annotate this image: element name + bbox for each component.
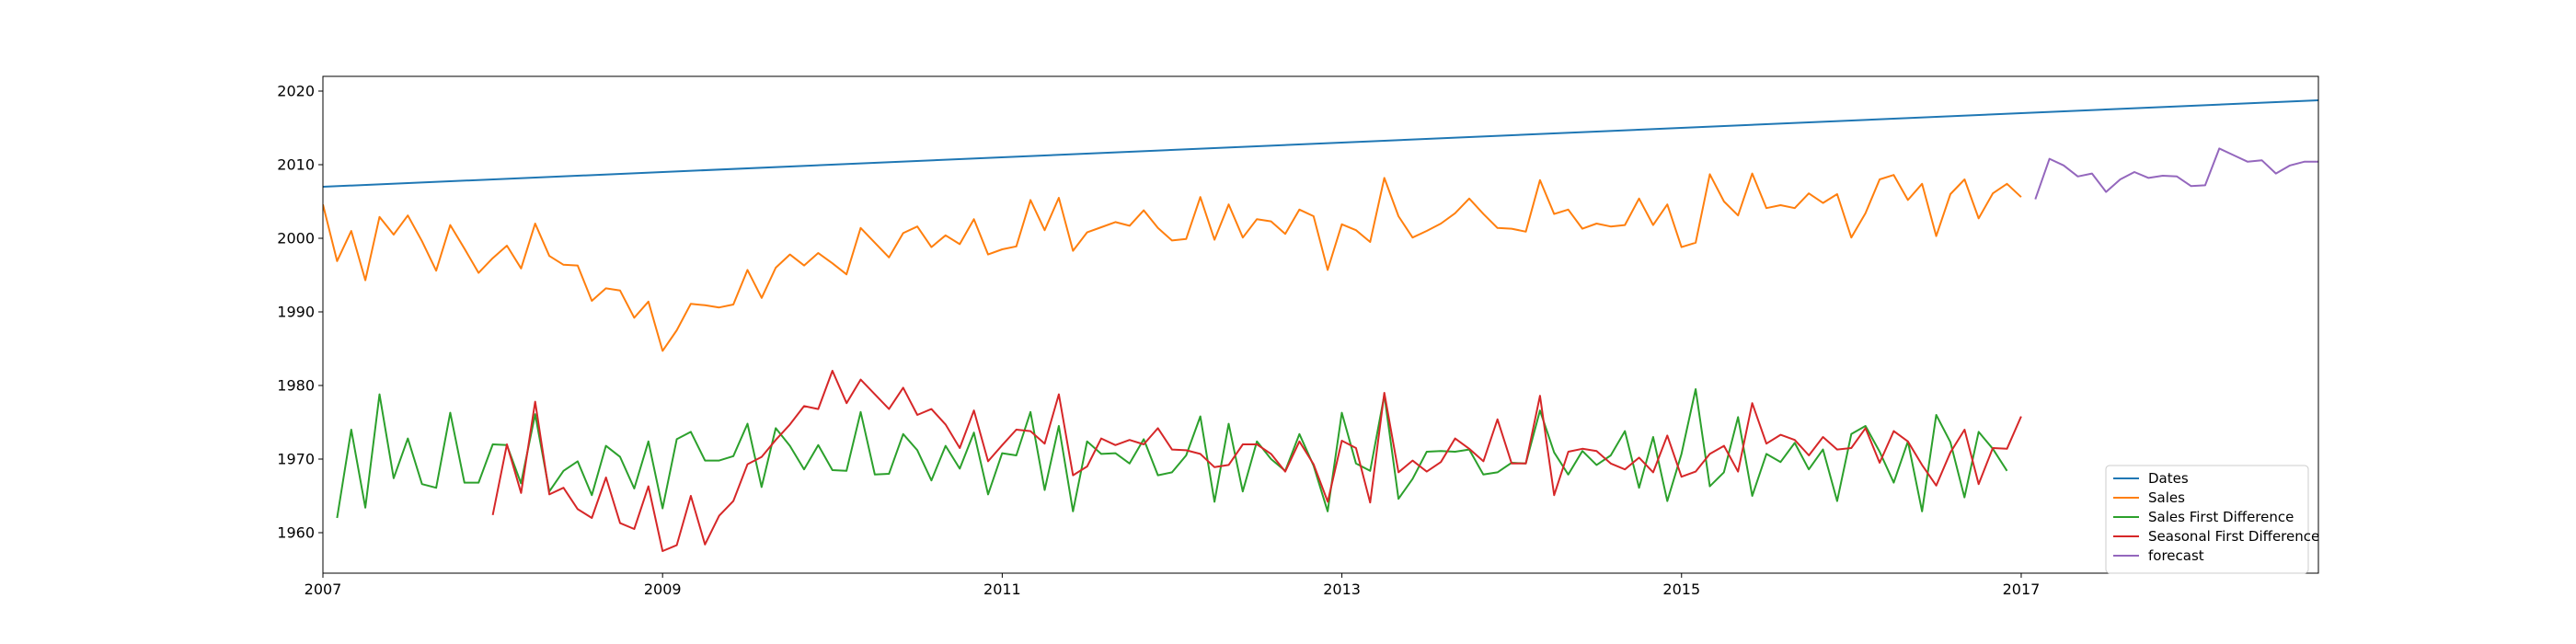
- y-tick-label: 2000: [277, 230, 315, 247]
- legend-label-dates: Dates: [2148, 470, 2189, 487]
- legend-box: [2105, 465, 2309, 574]
- legend-label-seasonal-first-difference: Seasonal First Difference: [2148, 528, 2319, 545]
- y-tick-label: 1970: [277, 451, 315, 468]
- y-tick-label: 2020: [277, 83, 315, 100]
- series-line-seasonal-first-difference: [491, 370, 2022, 552]
- series-line-dates: [323, 99, 2318, 188]
- x-tick-label: 2007: [305, 581, 342, 598]
- x-tick-label: 2017: [2003, 581, 2041, 598]
- legend-label-sales: Sales: [2148, 489, 2185, 506]
- x-tick-label: 2013: [1323, 581, 1361, 598]
- series-line-sales: [323, 172, 2022, 352]
- plot-area-frame: [322, 75, 2319, 574]
- y-axis: 1960 1970 1980 1990 2000 2010 2020: [277, 83, 323, 542]
- x-tick-label: 2015: [1662, 581, 1700, 598]
- legend: Dates Sales Sales First Difference Seasonal…: [2105, 465, 2319, 574]
- series-layer: [323, 99, 2318, 552]
- y-tick-label: 2010: [277, 156, 315, 174]
- legend-label-sales-first-difference: Sales First Difference: [2148, 509, 2294, 525]
- y-tick-label: 1990: [277, 304, 315, 321]
- series-line-forecast: [2034, 147, 2318, 200]
- y-tick-label: 1980: [277, 377, 315, 395]
- x-tick-label: 2011: [983, 581, 1021, 598]
- x-tick-label: 2009: [644, 581, 682, 598]
- x-axis: 2007 2009 2011 2013 2015 2017: [305, 573, 2041, 598]
- y-tick-label: 1960: [277, 524, 315, 542]
- series-line-sales-first-difference: [336, 388, 2008, 519]
- legend-label-forecast: forecast: [2148, 547, 2204, 564]
